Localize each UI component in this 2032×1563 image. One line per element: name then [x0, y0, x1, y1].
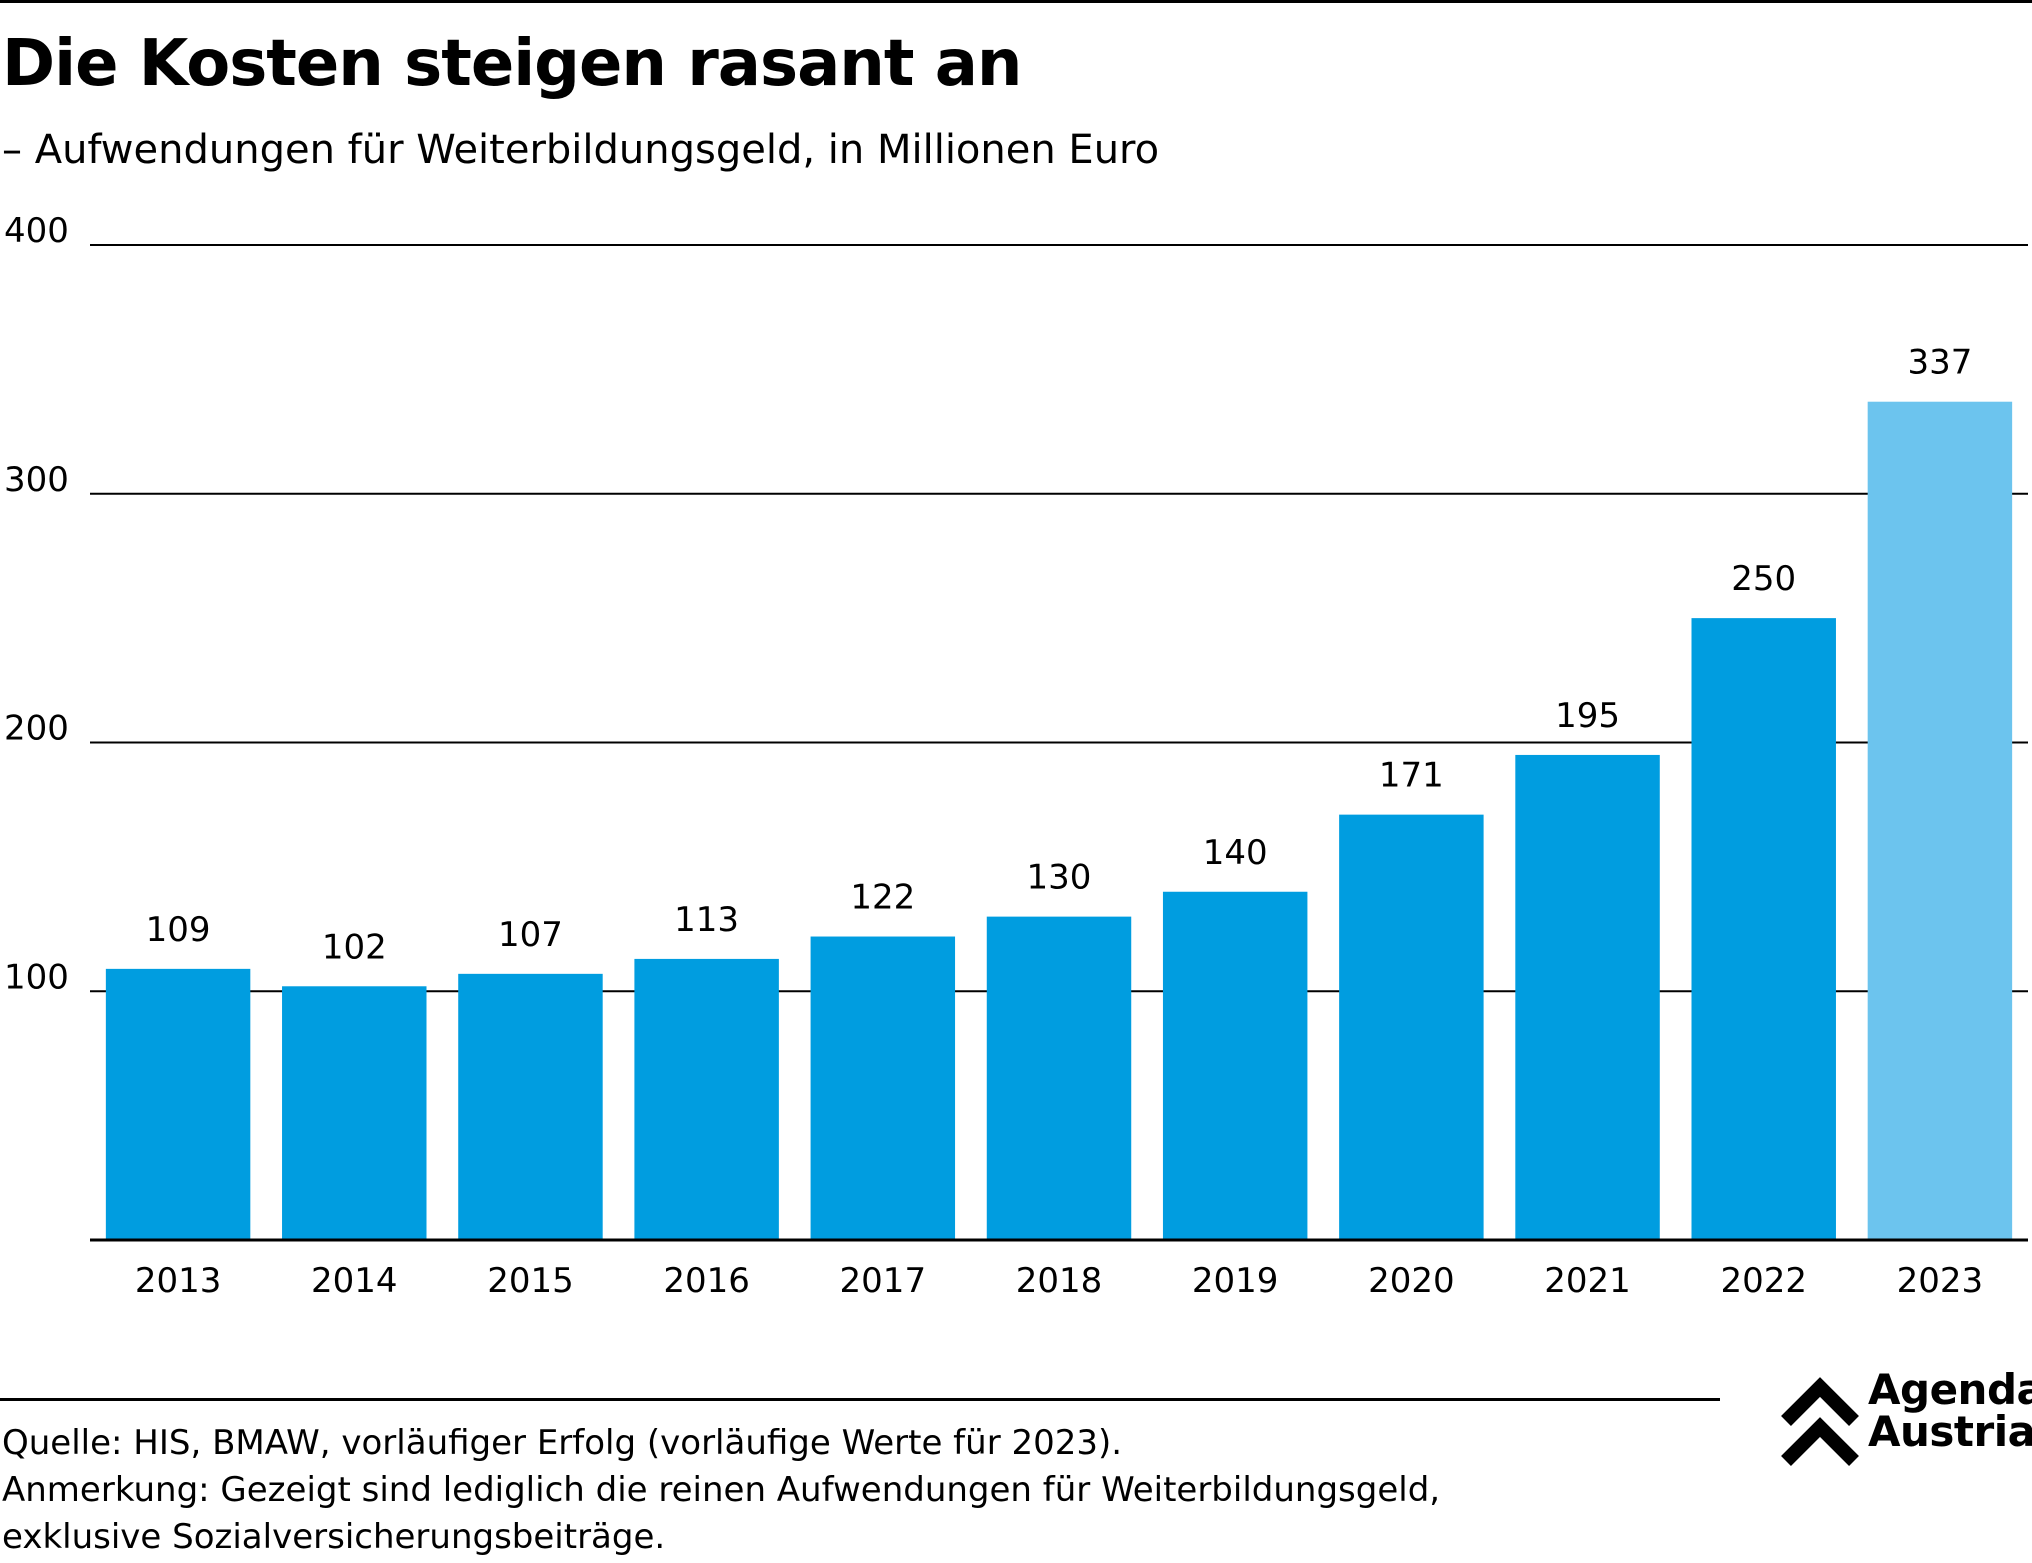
y-tick-label-200: 200	[4, 709, 69, 749]
y-tick-label-100: 100	[4, 957, 69, 997]
x-tick-label-2018: 2018	[1016, 1261, 1103, 1301]
x-tick-label-2017: 2017	[840, 1261, 927, 1301]
data-label-2022: 250	[1731, 559, 1796, 599]
remark-line-2: exklusive Sozialversicherungsbeiträge.	[2, 1517, 666, 1557]
chart-title: Die Kosten steigen rasant an	[2, 27, 1022, 101]
y-tick-label-400: 400	[4, 211, 69, 251]
chart-subtitle: – Aufwendungen für Weiterbildungsgeld, i…	[2, 127, 1160, 173]
data-label-2014: 102	[322, 927, 387, 967]
data-label-2019: 140	[1203, 833, 1268, 873]
source-note: Quelle: HIS, BMAW, vorläufiger Erfolg (v…	[2, 1423, 1123, 1463]
agenda-austria-logo: Agenda Austria	[1780, 1365, 2032, 1477]
bar-2014	[282, 986, 427, 1240]
data-label-2013: 109	[146, 910, 211, 950]
top-rule	[0, 0, 2032, 3]
bar-2017	[810, 936, 956, 1240]
x-tick-label-2020: 2020	[1368, 1261, 1455, 1301]
bar-2019	[1162, 891, 1308, 1240]
data-label-2023: 337	[1907, 343, 1972, 383]
bar-2013	[105, 968, 251, 1240]
x-tick-label-2023: 2023	[1897, 1261, 1984, 1301]
x-tick-label-2015: 2015	[487, 1261, 574, 1301]
footer: Quelle: HIS, BMAW, vorläufiger Erfolg (v…	[2, 1420, 1440, 1561]
bar-2022	[1691, 618, 1836, 1240]
data-label-2015: 107	[498, 915, 563, 955]
bar-2015	[458, 973, 603, 1240]
data-label-2016: 113	[674, 900, 739, 940]
footer-rule	[0, 1398, 1720, 1401]
logo-line-2: Austria	[1868, 1407, 2032, 1456]
bar-2016	[634, 958, 779, 1240]
data-label-2020: 171	[1379, 756, 1444, 796]
bar-2018	[986, 916, 1132, 1240]
bar-2021	[1515, 754, 1660, 1240]
x-tick-label-2021: 2021	[1544, 1261, 1631, 1301]
double-chevron-up-icon	[1781, 1377, 1859, 1466]
x-tick-label-2016: 2016	[663, 1261, 750, 1301]
x-tick-label-2022: 2022	[1720, 1261, 1807, 1301]
data-label-2017: 122	[850, 878, 915, 918]
bar-chart: 100 200 300 400 109 2013 102 2014 107 2015 113 2016…	[4, 211, 2028, 1301]
remark-line-1: Anmerkung: Gezeigt sind lediglich die re…	[2, 1470, 1441, 1510]
y-tick-label-300: 300	[4, 460, 69, 500]
data-label-2021: 195	[1555, 696, 1620, 736]
x-tick-label-2014: 2014	[311, 1261, 398, 1301]
bar-2023	[1867, 401, 2013, 1240]
logo-wordmark: Agenda Austria	[1868, 1369, 2032, 1453]
bar-2020	[1339, 814, 1484, 1240]
logo-line-1: Agenda	[1868, 1365, 2032, 1414]
x-tick-label-2019: 2019	[1192, 1261, 1279, 1301]
x-tick-label-2013: 2013	[135, 1261, 222, 1301]
data-label-2018: 130	[1027, 858, 1092, 898]
